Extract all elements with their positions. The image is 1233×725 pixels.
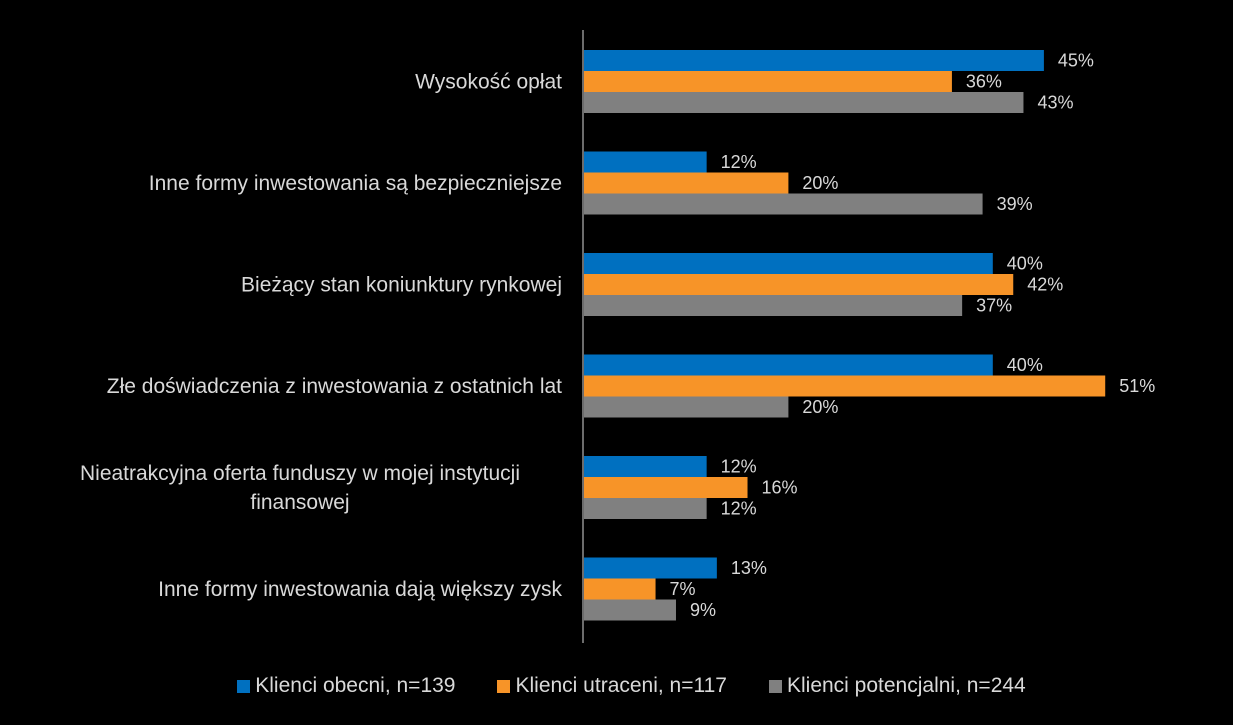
bar-cat4-series0 <box>584 456 707 477</box>
category-label-3-line-0: Złe doświadczenia z inwestowania z ostat… <box>107 375 562 398</box>
data-label-cat2-series1: 42% <box>1027 275 1063 295</box>
bar-cat2-series2 <box>584 295 963 316</box>
data-label-cat3-series1: 51% <box>1119 376 1155 396</box>
bar-cat4-series2 <box>584 498 707 519</box>
legend-item-series-2: Klienci potencjalni, n=244 <box>768 674 1026 698</box>
bar-cat5-series2 <box>584 599 676 621</box>
data-label-cat2-series2: 37% <box>976 296 1012 316</box>
bar-cat3-series0 <box>584 354 993 376</box>
data-label-cat1-series1: 20% <box>802 173 838 193</box>
category-label-2-line-0: Bieżący stan koniunktury rynkowej <box>241 274 562 297</box>
legend: Klienci obecni, n=139 Klienci utraceni, … <box>0 670 1233 702</box>
category-labels-layer: Wysokość opłat Inne formy inwestowania są… <box>80 71 562 602</box>
category-label-2: Bieżący stan koniunktury rynkowej <box>241 274 562 297</box>
bar-cat0-series0 <box>584 50 1044 71</box>
category-label-4-line-0: Nieatrakcyjna oferta funduszy w mojej in… <box>80 462 520 485</box>
legend-item-series-1: Klienci utraceni, n=117 <box>497 674 727 698</box>
legend-item-series-0: Klienci obecni, n=139 <box>237 674 455 698</box>
legend-label-series-2: Klienci potencjalni, n=244 <box>786 674 1026 697</box>
category-label-5-line-0: Inne formy inwestowania dają większy zys… <box>158 578 562 601</box>
bar-cat0-series1 <box>584 71 952 92</box>
data-label-cat0-series0: 45% <box>1058 51 1094 71</box>
data-label-cat5-series1: 7% <box>670 579 696 599</box>
data-label-cat1-series0: 12% <box>721 152 757 172</box>
category-label-5: Inne formy inwestowania dają większy zys… <box>158 578 562 601</box>
category-label-0-line-0: Wysokość opłat <box>415 71 562 94</box>
category-label-1: Inne formy inwestowania są bezpieczniejs… <box>149 172 562 195</box>
category-label-0: Wysokość opłat <box>415 71 562 94</box>
data-label-cat0-series2: 43% <box>1037 93 1073 113</box>
bar-cat2-series0 <box>584 253 993 274</box>
bar-chart: 45%36%43%12%20%39%40%42%37%40%51%20%12%1… <box>80 30 1156 643</box>
bar-cat5-series1 <box>584 578 656 600</box>
data-label-cat3-series2: 20% <box>802 397 838 417</box>
bar-cat1-series0 <box>584 151 707 173</box>
bar-cat0-series2 <box>584 92 1024 113</box>
data-label-cat5-series0: 13% <box>731 558 767 578</box>
labels-layer: 45%36%43%12%20%39%40%42%37%40%51%20%12%1… <box>670 51 1156 621</box>
legend-swatch-series-0 <box>237 679 251 693</box>
legend-label-series-1: Klienci utraceni, n=117 <box>515 674 727 697</box>
bar-cat1-series2 <box>584 193 983 215</box>
category-label-4-line-1: finansowej <box>250 491 349 514</box>
data-label-cat3-series0: 40% <box>1007 355 1043 375</box>
bars-layer <box>584 50 1106 621</box>
bar-cat3-series1 <box>584 375 1106 397</box>
data-label-cat2-series0: 40% <box>1007 254 1043 274</box>
legend-swatch-series-1 <box>497 679 511 693</box>
category-label-4: Nieatrakcyjna oferta funduszy w mojej in… <box>80 462 520 514</box>
data-label-cat1-series2: 39% <box>997 194 1033 214</box>
bar-cat3-series2 <box>584 396 789 418</box>
category-label-1-line-0: Inne formy inwestowania są bezpieczniejs… <box>149 172 562 195</box>
data-label-cat4-series1: 16% <box>762 478 798 498</box>
bar-cat4-series1 <box>584 477 748 498</box>
bar-cat1-series1 <box>584 172 789 194</box>
data-label-cat5-series2: 9% <box>690 600 716 620</box>
data-label-cat4-series2: 12% <box>721 499 757 519</box>
legend-label-series-0: Klienci obecni, n=139 <box>255 674 456 697</box>
bar-cat5-series0 <box>584 557 717 579</box>
data-label-cat4-series0: 12% <box>721 457 757 477</box>
data-label-cat0-series1: 36% <box>966 72 1002 92</box>
bar-cat2-series1 <box>584 274 1014 295</box>
category-label-3: Złe doświadczenia z inwestowania z ostat… <box>107 375 562 398</box>
legend-swatch-series-2 <box>768 679 782 693</box>
